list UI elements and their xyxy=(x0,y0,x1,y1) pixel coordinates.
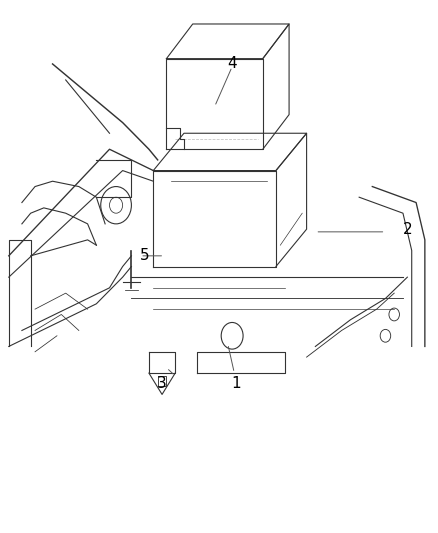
Text: 5: 5 xyxy=(140,248,149,263)
Text: 3: 3 xyxy=(157,376,167,391)
Text: 4: 4 xyxy=(227,56,237,71)
Text: 2: 2 xyxy=(403,222,412,237)
Text: 1: 1 xyxy=(232,376,241,391)
